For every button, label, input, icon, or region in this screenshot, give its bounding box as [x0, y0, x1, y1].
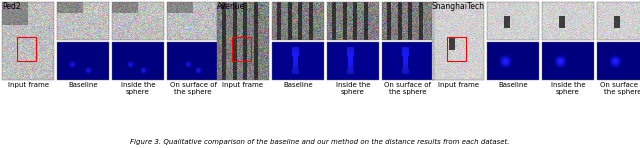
Bar: [382, 42, 434, 80]
Bar: [2, 2, 54, 80]
Text: Baseline: Baseline: [283, 82, 313, 88]
Text: Inside the
sphere: Inside the sphere: [121, 82, 156, 95]
Text: Inside the
sphere: Inside the sphere: [336, 82, 371, 95]
Bar: [487, 42, 539, 80]
Text: On surface of
the sphere: On surface of the sphere: [385, 82, 431, 95]
Bar: [597, 2, 640, 40]
Bar: [597, 42, 640, 80]
Bar: [167, 42, 219, 80]
Text: On surface of
the sphere: On surface of the sphere: [170, 82, 216, 95]
Text: Input frame: Input frame: [438, 82, 479, 88]
Bar: [57, 2, 109, 40]
Text: Ped2: Ped2: [2, 2, 20, 11]
Text: ShanghaiTech: ShanghaiTech: [432, 2, 485, 11]
Bar: [542, 2, 594, 40]
Bar: [167, 2, 219, 40]
Bar: [272, 2, 324, 40]
Text: On surface of
the sphere: On surface of the sphere: [600, 82, 640, 95]
Bar: [57, 42, 109, 80]
Bar: [232, 37, 252, 61]
Bar: [112, 42, 164, 80]
Bar: [272, 42, 324, 80]
Bar: [217, 2, 269, 80]
Text: Figure 3. Qualitative comparison of the baseline and our method on the distance : Figure 3. Qualitative comparison of the …: [131, 139, 509, 145]
Bar: [327, 42, 379, 80]
Bar: [487, 2, 539, 40]
Bar: [542, 42, 594, 80]
Bar: [432, 2, 484, 80]
Text: Input frame: Input frame: [223, 82, 264, 88]
Bar: [17, 37, 36, 61]
Bar: [327, 2, 379, 40]
Bar: [382, 2, 434, 40]
Text: Avenue: Avenue: [217, 2, 245, 11]
Text: Inside the
sphere: Inside the sphere: [551, 82, 585, 95]
Text: Baseline: Baseline: [498, 82, 528, 88]
Text: Input frame: Input frame: [8, 82, 49, 88]
Bar: [112, 2, 164, 40]
Text: Baseline: Baseline: [68, 82, 98, 88]
Bar: [447, 37, 467, 61]
